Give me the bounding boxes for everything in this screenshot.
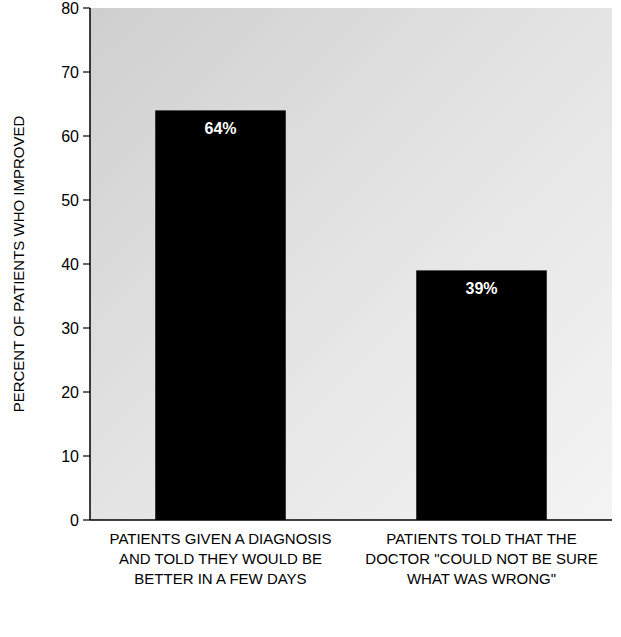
y-tick-label: 60 xyxy=(61,128,79,145)
y-tick xyxy=(83,519,90,520)
x-tick-label-line: AND TOLD THEY WOULD BE xyxy=(119,550,322,567)
y-tick xyxy=(83,391,90,392)
bar xyxy=(416,270,547,520)
y-tick-label: 50 xyxy=(61,192,79,209)
bar xyxy=(155,110,286,520)
x-tick-label-line: PATIENTS TOLD THAT THE xyxy=(386,530,576,547)
x-tick-label-line: DOCTOR "COULD NOT BE SURE xyxy=(365,550,597,567)
y-tick xyxy=(83,7,90,8)
y-tick-label: 40 xyxy=(61,256,79,273)
data-label: 64% xyxy=(204,120,236,137)
y-tick-label: 10 xyxy=(61,448,79,465)
bars xyxy=(155,110,547,520)
y-tick xyxy=(83,455,90,456)
data-label: 39% xyxy=(465,280,497,297)
x-tick-label-line: BETTER IN A FEW DAYS xyxy=(134,570,306,587)
chart-svg: 64% 39% 0 10 20 30 40 50 60 70 80 PERCENT OF PATIEN… xyxy=(0,0,621,637)
y-tick xyxy=(83,135,90,136)
y-tick xyxy=(83,327,90,328)
y-tick-label: 80 xyxy=(61,0,79,17)
chart-root: 64% 39% 0 10 20 30 40 50 60 70 80 PERCENT OF PATIEN… xyxy=(0,0,621,637)
x-tick-label: PATIENTS GIVEN A DIAGNOSIS AND TOLD THEY … xyxy=(110,530,332,587)
x-tick-label-line: PATIENTS GIVEN A DIAGNOSIS xyxy=(110,530,332,547)
y-tick-label: 0 xyxy=(70,512,79,529)
y-axis-title: PERCENT OF PATIENTS WHO IMPROVED xyxy=(10,115,27,412)
x-tick-label-line: WHAT WAS WRONG" xyxy=(407,570,556,587)
x-tick-label: PATIENTS TOLD THAT THE DOCTOR "COULD NOT … xyxy=(365,530,597,587)
y-tick-label: 20 xyxy=(61,384,79,401)
y-tick-label: 70 xyxy=(61,64,79,81)
y-tick-label: 30 xyxy=(61,320,79,337)
x-axis-line xyxy=(90,519,612,521)
y-tick xyxy=(83,263,90,264)
y-tick xyxy=(83,199,90,200)
y-tick xyxy=(83,71,90,72)
plot-background xyxy=(90,8,612,520)
